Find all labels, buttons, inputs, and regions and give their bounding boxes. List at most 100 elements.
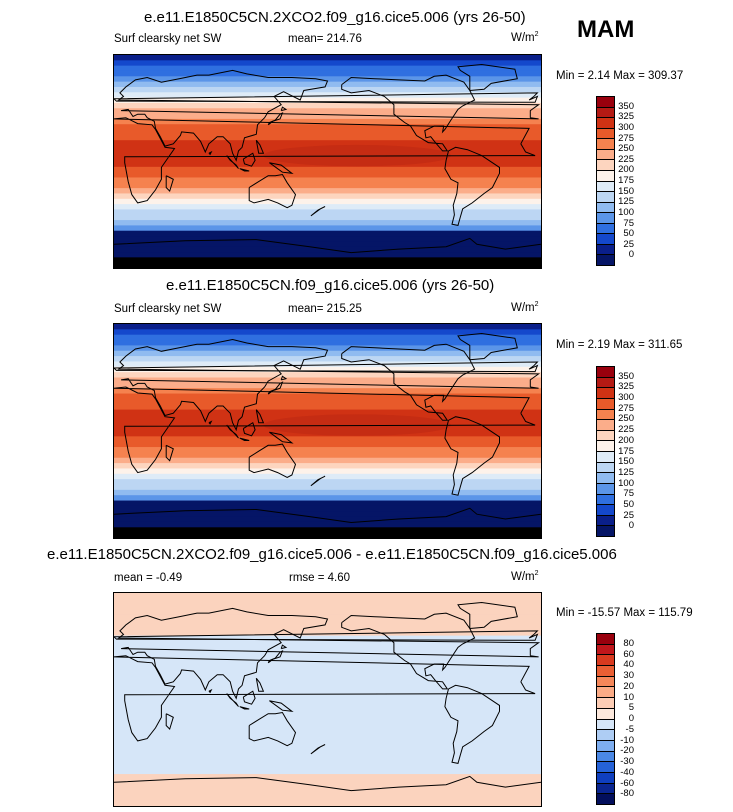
field-band xyxy=(114,108,541,115)
field-band xyxy=(114,60,541,67)
colorbar-tick-label: 100 xyxy=(618,206,634,218)
coastline xyxy=(239,437,250,441)
colorbar-tick-label: 40 xyxy=(623,659,634,671)
coastline xyxy=(242,421,256,437)
colorbar-swatch xyxy=(597,473,614,484)
field-band xyxy=(114,463,541,470)
field-band xyxy=(114,334,541,341)
colorbar-swatch xyxy=(597,762,614,773)
field-band xyxy=(114,113,541,120)
coastline xyxy=(280,106,288,112)
field-band xyxy=(114,694,541,701)
colorbar-tick-label: 75 xyxy=(623,488,634,500)
colorbar-tick-label: 175 xyxy=(618,175,634,186)
coastline xyxy=(114,507,541,524)
field-band xyxy=(114,731,541,738)
colorbar-tick-label: 125 xyxy=(618,196,634,208)
field-band xyxy=(114,473,541,480)
field-band xyxy=(114,742,541,749)
coastline xyxy=(457,63,518,91)
field-band xyxy=(114,795,541,802)
colorbar-tick-label: 200 xyxy=(618,164,634,176)
colorbar-tick-label: 60 xyxy=(623,648,634,660)
field-band xyxy=(114,225,541,232)
coastline xyxy=(457,601,518,629)
coastline xyxy=(269,162,294,175)
field-band xyxy=(114,102,541,109)
field-band xyxy=(114,441,541,448)
colorbar-tick-label: 25 xyxy=(623,509,634,521)
colorbar-swatch xyxy=(597,505,614,516)
field-band xyxy=(114,624,541,631)
coastline xyxy=(248,711,297,747)
coastline xyxy=(267,381,284,395)
field-band xyxy=(114,672,541,679)
field-band xyxy=(114,752,541,759)
field-band xyxy=(114,382,541,389)
field-band xyxy=(114,736,541,743)
field-band xyxy=(114,608,541,615)
field-band xyxy=(114,404,541,411)
field-band xyxy=(114,527,541,534)
colorbar-swatch xyxy=(597,139,614,150)
coastline xyxy=(269,700,294,713)
field-band xyxy=(114,124,541,131)
field-band xyxy=(114,521,541,528)
colorbar-swatch xyxy=(597,740,614,752)
colorbar-swatch xyxy=(597,170,614,182)
field-band xyxy=(114,656,541,663)
field-band xyxy=(114,468,541,475)
field-band xyxy=(114,76,541,83)
field-band xyxy=(114,214,541,221)
field-band xyxy=(114,779,541,786)
field-band xyxy=(114,720,541,727)
field-band xyxy=(114,484,541,491)
colorbar-swatch xyxy=(597,687,614,699)
coastline xyxy=(444,146,500,226)
field-band xyxy=(114,603,541,610)
field-band xyxy=(114,667,541,674)
colorbar-swatch xyxy=(597,655,614,667)
field-band xyxy=(114,86,541,93)
colorbar-swatch xyxy=(597,97,614,108)
colorbar-swatch xyxy=(597,452,614,463)
colorbar-swatch xyxy=(597,409,614,421)
coastline xyxy=(226,424,239,439)
season-label: MAM xyxy=(577,16,635,43)
field-band xyxy=(114,129,541,136)
colorbar-swatch xyxy=(597,367,614,378)
colorbar-tick-label: 50 xyxy=(623,498,634,510)
colorbar-swatch xyxy=(597,644,614,656)
panel3-map xyxy=(113,592,542,807)
field-band xyxy=(114,800,541,806)
colorbar-swatch xyxy=(597,181,614,193)
panel3-minmax: Min = -15.57 Max = 115.79 xyxy=(556,607,693,619)
colorbar-tick-label: 325 xyxy=(618,111,634,123)
field-max-region xyxy=(263,414,452,436)
field-band xyxy=(114,715,541,722)
colorbar-swatch xyxy=(597,160,614,171)
colorbar-swatch xyxy=(597,676,614,688)
coastline xyxy=(341,343,476,421)
colorbar-swatch xyxy=(597,494,614,506)
panel1-colorbar xyxy=(596,96,615,266)
colorbar-tick-label: 200 xyxy=(618,434,634,446)
field-band xyxy=(114,489,541,496)
colorbar-tick-label: -30 xyxy=(620,756,634,767)
colorbar-tick-label: 0 xyxy=(628,520,634,532)
panel2-variable: Surf clearsky net SW xyxy=(114,303,222,315)
field-band xyxy=(114,511,541,518)
field-band xyxy=(114,361,541,368)
colorbar-tick-label: 225 xyxy=(618,153,634,165)
panel1-units: W/m2 xyxy=(511,31,539,44)
field-band xyxy=(114,447,541,453)
field-band xyxy=(114,500,541,507)
colorbar-tick-label: 150 xyxy=(618,185,634,197)
colorbar-swatch xyxy=(597,420,614,431)
colorbar-swatch xyxy=(597,202,614,214)
coastline xyxy=(310,475,326,487)
field-band xyxy=(114,252,541,258)
colorbar-swatch xyxy=(597,107,614,119)
coastline xyxy=(208,420,213,425)
field-band xyxy=(114,220,541,226)
